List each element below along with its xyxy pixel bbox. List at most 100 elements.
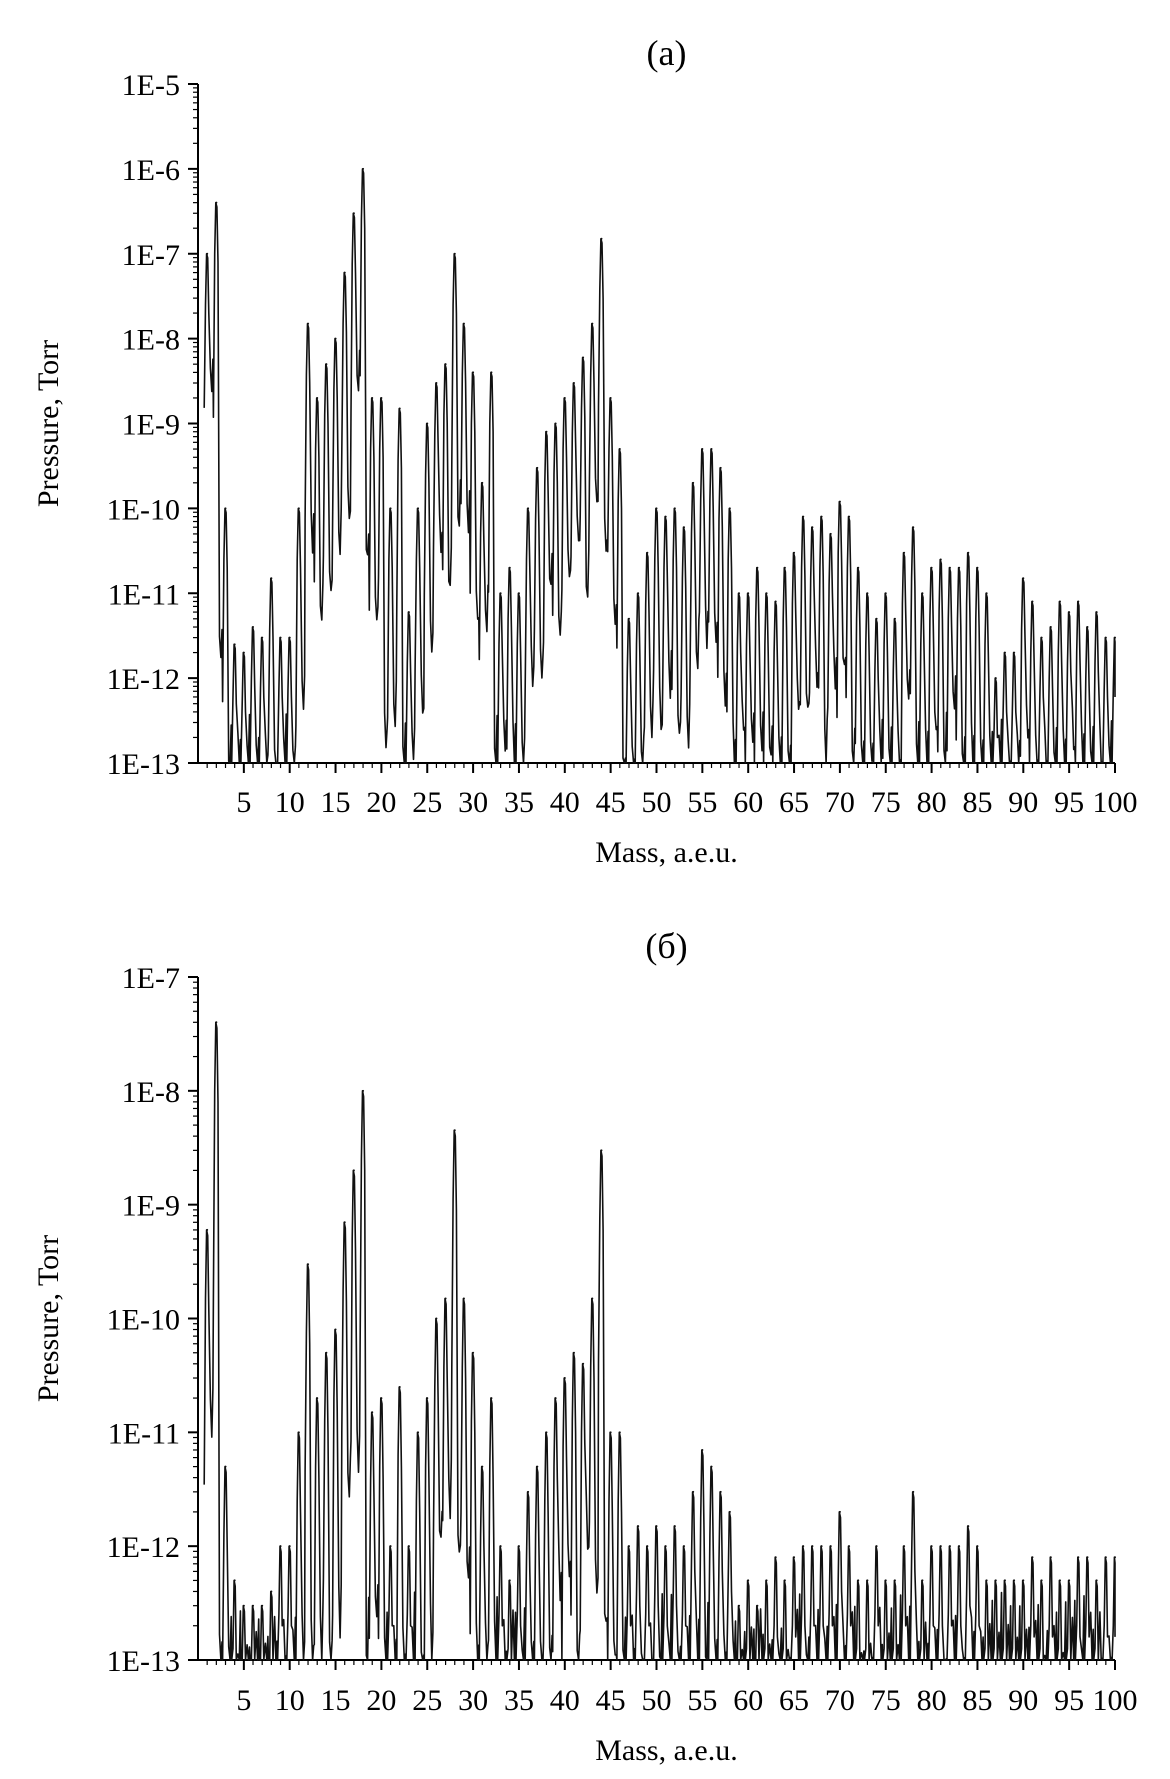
chart-a-y-tick-label: 1E-10 [107, 493, 180, 526]
chart-a-x-tick-label: 80 [917, 786, 947, 819]
chart-a-peak-point [1068, 611, 1071, 614]
chart-b-peak-point [774, 1556, 777, 1559]
chart-b-peak-point [747, 1579, 750, 1582]
chart-b-peak-point [1104, 1556, 1107, 1559]
chart-a-peak-point [490, 371, 493, 374]
chart-a-peak-point [774, 600, 777, 603]
chart-b-peak-point [1058, 1579, 1061, 1582]
chart-b-peak-point [627, 1545, 630, 1548]
chart-b-peak-point [527, 1490, 530, 1493]
chart-b-peak-point [655, 1525, 658, 1528]
chart-a-x-tick-label: 70 [825, 786, 855, 819]
chart-b-peak-point [563, 1377, 566, 1380]
chart-a-x-tick-label: 20 [366, 786, 396, 819]
chart-a-x-tick-label: 50 [642, 786, 672, 819]
chart-a-peak-point [728, 507, 731, 510]
chart-a-x-tick-label: 65 [779, 786, 809, 819]
chart-a-x-tick-label: 95 [1054, 786, 1084, 819]
chart-b-peak-point [426, 1397, 429, 1400]
chart-b-peak-point [252, 1604, 255, 1607]
chart-b-x-tick-label: 55 [687, 1684, 717, 1717]
chart-b-peak-point [646, 1545, 649, 1548]
chart-b-peak-point [802, 1545, 805, 1548]
chart-a-peak-point [591, 322, 594, 325]
chart-a-peak-point [1049, 626, 1052, 629]
chart-b-peak-point [316, 1397, 319, 1400]
chart-b-peak-point [389, 1545, 392, 1548]
chart-a-peak-point [325, 363, 328, 366]
chart-a-x-tick-label: 100 [1093, 786, 1138, 819]
chart-a-y-tick-label: 1E-13 [107, 748, 180, 781]
chart-b-peak-point [343, 1221, 346, 1224]
chart-b-x-tick-label: 80 [917, 1684, 947, 1717]
chart-b-peak-point [1077, 1556, 1080, 1559]
chart-a-peak-point [389, 507, 392, 510]
chart-b-peak-point [536, 1465, 539, 1468]
chart-b-x-tick-label: 90 [1008, 1684, 1038, 1717]
chart-b-x-tick-label: 10 [275, 1684, 305, 1717]
chart-b-peak-point [948, 1545, 951, 1548]
chart-b-peak-point [233, 1579, 236, 1582]
chart-a-peak-point [875, 617, 878, 620]
chart-panel-b: (б) 1E-13 1E-12 1E-11 1E-10 1E-9 1E-8 1E-7 5 10 15… [0, 920, 1170, 1779]
chart-b-peak-point [591, 1297, 594, 1300]
chart-a-x-tick-label: 35 [504, 786, 534, 819]
chart-b-y-tick-label: 1E-8 [122, 1076, 180, 1109]
chart-b-peak-point [738, 1604, 741, 1607]
chart-b-peak-point [398, 1386, 401, 1389]
chart-b-peak-point [838, 1510, 841, 1513]
chart-a-peak-point [380, 396, 383, 399]
chart-a-peak-point [1077, 600, 1080, 603]
chart-a-peak-point [765, 592, 768, 595]
chart-a-peak-point [407, 611, 410, 614]
chart-a-peak-point [1095, 611, 1098, 614]
chart-b-peak-point [325, 1351, 328, 1354]
chart-a-peak-point [517, 592, 520, 595]
chart-a-peak-point [362, 167, 365, 170]
chart-b-x-axis-label: Mass, a.e.u. [595, 1734, 737, 1767]
chart-a-peak-point [976, 566, 979, 569]
chart-a-peak-point [297, 507, 300, 510]
chart-a-peak-point [939, 558, 942, 561]
chart-a-x-tick-label: 30 [458, 786, 488, 819]
chart-a-y-tick-label: 1E-8 [122, 324, 180, 357]
chart-a-peak-point [1022, 577, 1025, 580]
chart-a-peak-point [893, 617, 896, 620]
chart-a-peak-point [958, 566, 961, 569]
chart-b-peak-point [582, 1362, 585, 1365]
chart-b-peak-point [1068, 1579, 1071, 1582]
chart-b-peak-point [673, 1525, 676, 1528]
chart-b-svg: (б) 1E-13 1E-12 1E-11 1E-10 1E-9 1E-8 1E-7 5 10 15… [32, 926, 1138, 1767]
chart-a-peak-point [1114, 636, 1116, 639]
chart-a-peak-point [279, 636, 282, 639]
chart-a-peak-point [985, 592, 988, 595]
chart-a-x-tick-label: 90 [1008, 786, 1038, 819]
chart-a-peak-point [664, 515, 667, 518]
chart-a-peak-point [224, 507, 227, 510]
chart-b-x-tick-label: 35 [504, 1684, 534, 1717]
chart-b-peak-point [1049, 1556, 1052, 1559]
chart-a-peak-point [820, 515, 823, 518]
chart-a-y-axis-label: Pressure, Torr [32, 340, 65, 507]
chart-a-x-axis-label: Mass, a.e.u. [595, 836, 737, 869]
chart-b-peak-point [1022, 1579, 1025, 1582]
chart-a-x-tick-label: 60 [733, 786, 763, 819]
chart-a-peak-point [600, 237, 603, 240]
chart-b-peak-point [1003, 1579, 1006, 1582]
chart-a-peak-point [609, 396, 612, 399]
chart-a-peak-point [783, 566, 786, 569]
chart-a-peak-point [701, 448, 704, 451]
chart-a-peak-point [756, 566, 759, 569]
chart-b-peak-point [545, 1431, 548, 1434]
chart-b-peak-point [297, 1431, 300, 1434]
chart-b-peak-point [490, 1397, 493, 1400]
chart-a-peak-point [334, 337, 337, 340]
chart-b-peak-point [206, 1228, 209, 1231]
chart-a-peak-point [967, 551, 970, 554]
chart-b-y-tick-label: 1E-7 [122, 962, 180, 995]
chart-b-peak-point [765, 1579, 768, 1582]
chart-a-peak-point [655, 507, 658, 510]
chart-a-peak-point [994, 677, 997, 680]
chart-b-y-tick-label: 1E-10 [107, 1304, 180, 1337]
chart-a-y-tick-label: 1E-5 [122, 69, 180, 102]
